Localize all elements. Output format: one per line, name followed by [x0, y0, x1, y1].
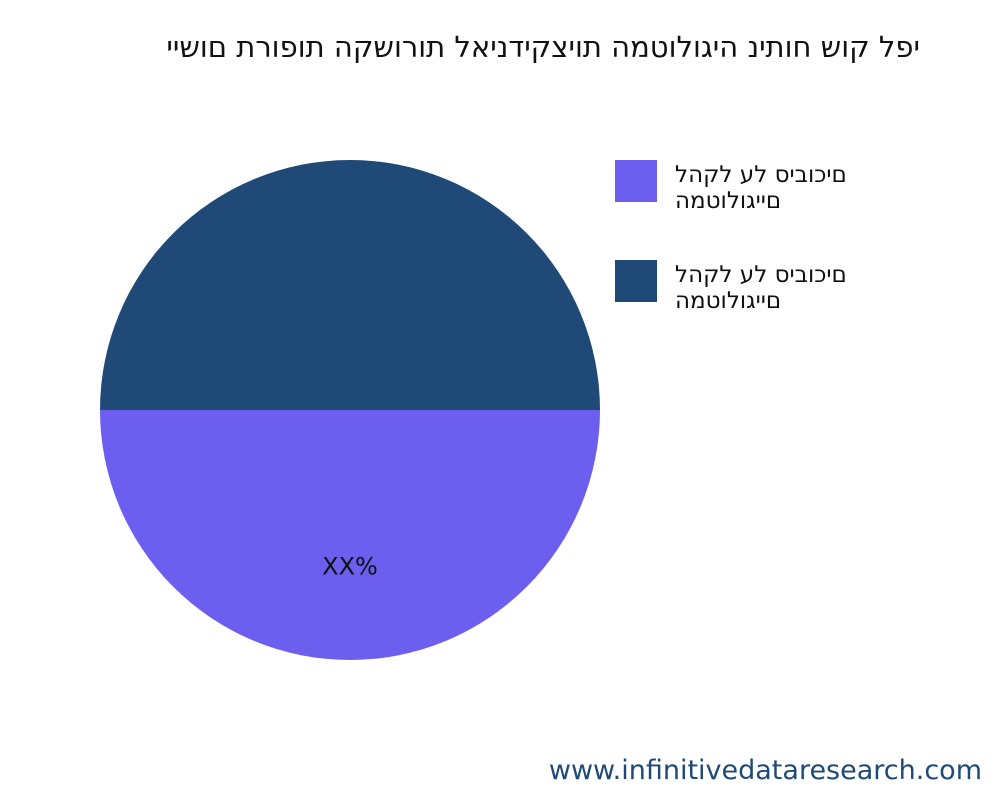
- chart-title-text: יפל קוש חותינ היגולוטמה תויצקידניאל תורו…: [166, 30, 920, 64]
- legend-label: םיכוביס לע לקהל םייגולוטמה: [675, 262, 847, 314]
- legend-label: םיכוביס לע לקהל םייגולוטמה: [675, 162, 847, 214]
- chart-title: יפל קוש חותינ היגולוטמה תויצקידניאל תורו…: [20, 30, 920, 64]
- watermark-url: www.infinitivedataresearch.com: [548, 755, 982, 786]
- legend-swatch: [615, 160, 657, 202]
- legend-item: םיכוביס לע לקהל םייגולוטמה: [615, 160, 945, 260]
- pie-slice: [100, 160, 600, 410]
- slice-label: XX%: [322, 553, 378, 581]
- legend-swatch: [615, 260, 657, 302]
- pie-slice: [100, 410, 600, 660]
- legend-item: םיכוביס לע לקהל םייגולוטמה: [615, 260, 945, 360]
- legend: םיכוביס לע לקהל םייגולוטמה םיכוביס לע לק…: [615, 160, 945, 360]
